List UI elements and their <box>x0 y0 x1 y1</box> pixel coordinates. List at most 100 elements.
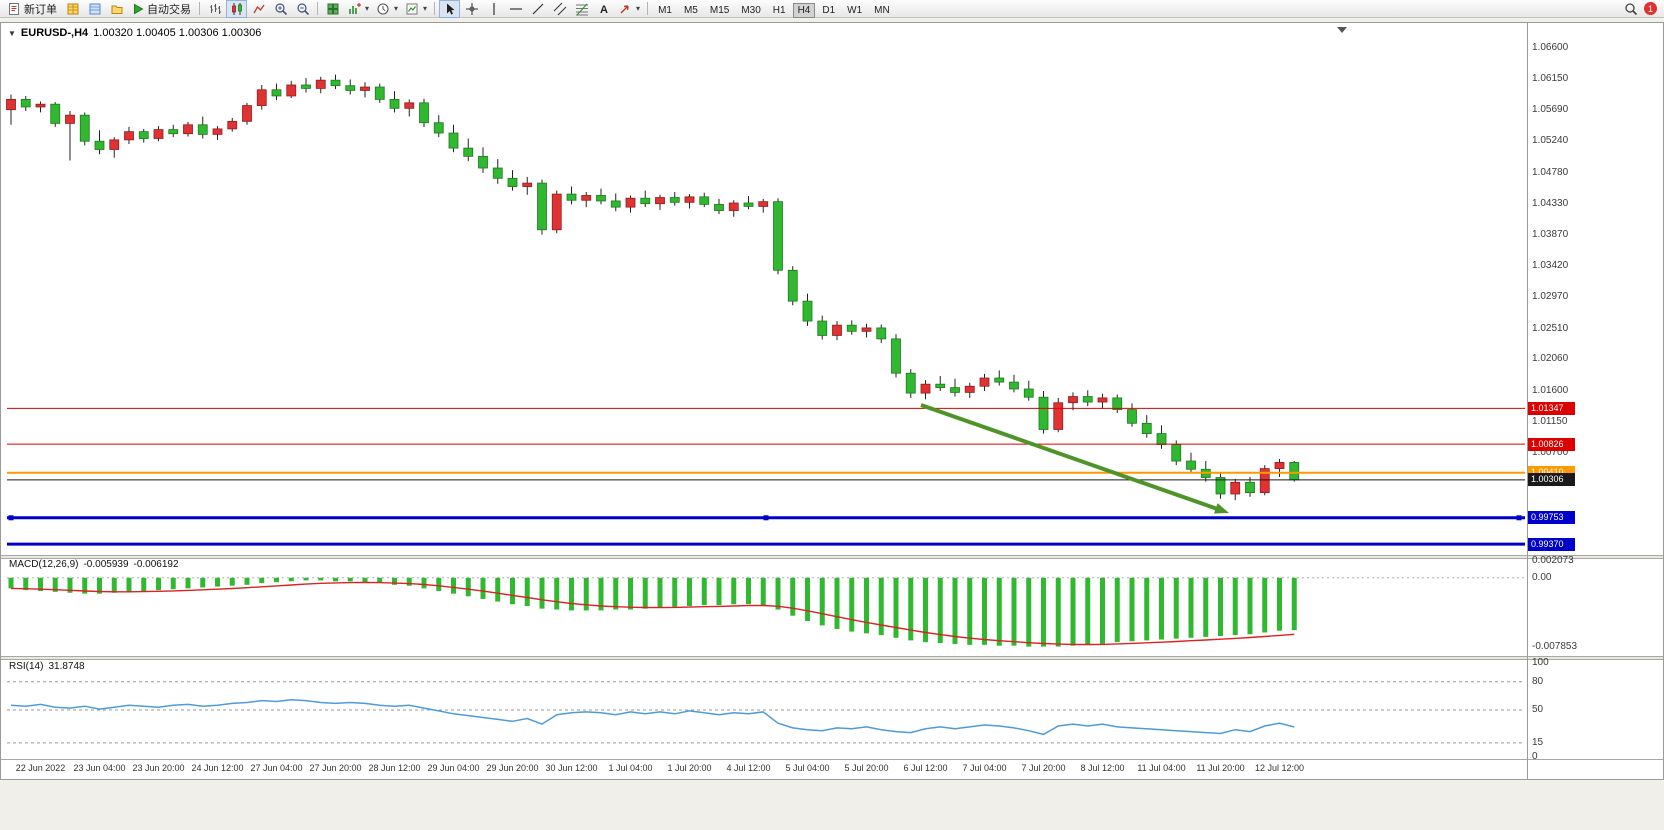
macd-histogram-bar <box>746 577 751 605</box>
fibonacci-icon[interactable] <box>571 0 592 18</box>
candle-body <box>212 128 223 135</box>
candle-body <box>79 114 90 142</box>
price-tag: 0.99370 <box>1528 537 1575 551</box>
new-order-button[interactable]: 新订单 <box>3 1 61 17</box>
candle-body <box>138 131 149 139</box>
price-axis-label: 1.01150 <box>1532 415 1568 427</box>
text-icon[interactable]: A <box>593 0 614 18</box>
auto-trading-button[interactable]: 自动交易 <box>128 1 195 17</box>
line-handle[interactable] <box>1516 515 1522 521</box>
candle-body <box>50 103 61 124</box>
vertical-line-icon[interactable] <box>483 0 504 18</box>
price-axis-label: 1.06600 <box>1532 41 1569 53</box>
chevron-down-icon: ▾ <box>365 4 370 13</box>
arrows-icon <box>620 4 629 13</box>
macd-histogram-bar <box>392 577 397 585</box>
candle-body <box>1038 396 1049 430</box>
panel-separator[interactable] <box>1 555 1663 559</box>
candle-body <box>492 167 503 179</box>
candle-body <box>374 86 385 100</box>
macd-histogram-bar <box>1277 577 1282 631</box>
trend-arrow-line[interactable] <box>920 403 1223 513</box>
time-axis-label: 7 Jul 04:00 <box>962 763 1007 773</box>
macd-axis-label: -0.007853 <box>1532 641 1578 652</box>
navigator-icon[interactable] <box>106 0 127 18</box>
time-axis-label: 27 Jun 20:00 <box>309 763 362 773</box>
macd-histogram-bar <box>1100 577 1105 644</box>
macd-histogram-bar <box>510 577 515 605</box>
macd-histogram-bar <box>554 577 560 610</box>
macd-histogram-bar <box>731 577 737 605</box>
macd-signal-value: -0.006192 <box>133 559 179 570</box>
zoom-out-icon[interactable] <box>292 0 313 18</box>
line-handle[interactable] <box>8 515 14 521</box>
chart-canvas[interactable] <box>1 23 1663 779</box>
bar-chart-icon[interactable] <box>204 0 225 18</box>
search-icon[interactable] <box>1620 0 1641 18</box>
data-window-icon[interactable] <box>84 0 105 18</box>
trendline-icon[interactable] <box>527 0 548 18</box>
cursor-icon[interactable] <box>439 0 461 18</box>
timeframe-M30[interactable]: M30 <box>736 3 765 18</box>
macd-name: MACD(12,26,9) <box>9 559 79 570</box>
candle-body <box>389 98 400 109</box>
indicators-button[interactable]: ▾ <box>344 0 372 18</box>
time-axis-label: 12 Jul 12:00 <box>1254 763 1305 773</box>
price-tag: 0.99753 <box>1528 511 1575 525</box>
macd-histogram-bar <box>1159 577 1164 640</box>
timeframe-H1[interactable]: H1 <box>768 3 791 18</box>
trend-arrow-head[interactable] <box>1213 503 1229 514</box>
macd-histogram-bar <box>967 577 973 645</box>
macd-histogram-bar <box>864 577 869 634</box>
candle-body <box>1097 397 1108 403</box>
panel-separator[interactable] <box>1 656 1663 660</box>
horizontal-line-icon[interactable] <box>505 0 526 18</box>
macd-histogram-bar <box>97 577 102 594</box>
macd-histogram-bar <box>406 577 412 586</box>
macd-histogram-bar <box>760 577 766 606</box>
line-chart-icon[interactable] <box>248 0 269 18</box>
tile-windows-icon[interactable] <box>322 0 343 18</box>
templates-button[interactable]: ▾ <box>402 0 430 18</box>
macd-histogram-bar <box>642 577 648 609</box>
crosshair-icon[interactable] <box>461 0 482 18</box>
candle-body <box>905 372 916 394</box>
one-click-trading-toggle[interactable]: ▼ <box>8 28 16 38</box>
candle-body <box>183 124 193 135</box>
macd-histogram-bar <box>303 577 309 581</box>
chart-header: ▼ EURUSD-,H4 1.00320 1.00405 1.00306 1.0… <box>8 27 261 39</box>
candle-body <box>1023 388 1034 398</box>
time-axis-label: 23 Jun 20:00 <box>132 763 185 773</box>
candle-body <box>861 327 872 332</box>
macd-histogram-bar <box>996 577 1002 646</box>
candle-body <box>507 177 518 187</box>
timeframe-D1[interactable]: D1 <box>817 3 840 18</box>
candlestick-icon[interactable] <box>226 0 247 18</box>
candle-body <box>35 103 46 108</box>
notification-badge[interactable]: 1 <box>1644 2 1657 15</box>
periods-button[interactable]: ▾ <box>373 0 401 18</box>
rsi-indicator-label: RSI(14) 31.8748 <box>9 661 90 672</box>
timeframe-MN[interactable]: MN <box>869 3 895 18</box>
timeframe-M1[interactable]: M1 <box>653 3 677 18</box>
chart-shift-marker[interactable] <box>1337 27 1347 33</box>
macd-histogram-bar <box>982 577 987 645</box>
rsi-axis-label: 80 <box>1532 675 1544 687</box>
timeframe-H4[interactable]: H4 <box>792 2 816 18</box>
timeframe-M5[interactable]: M5 <box>679 3 703 18</box>
channel-icon[interactable] <box>549 0 570 18</box>
market-watch-icon[interactable] <box>62 0 83 18</box>
line-handle[interactable] <box>763 515 769 521</box>
toolbar-separator <box>199 2 200 15</box>
macd-histogram-bar <box>819 577 825 626</box>
macd-signal-line <box>10 581 1295 646</box>
candle-body <box>433 122 444 134</box>
timeframe-W1[interactable]: W1 <box>842 3 867 18</box>
candle-body <box>817 320 828 336</box>
timeframe-M15[interactable]: M15 <box>705 3 734 18</box>
candle-body <box>419 102 429 124</box>
candle-body <box>640 197 651 205</box>
toolbar-separator <box>434 2 436 15</box>
arrows-button[interactable]: ▾ <box>615 0 643 18</box>
zoom-in-icon[interactable] <box>270 0 291 18</box>
